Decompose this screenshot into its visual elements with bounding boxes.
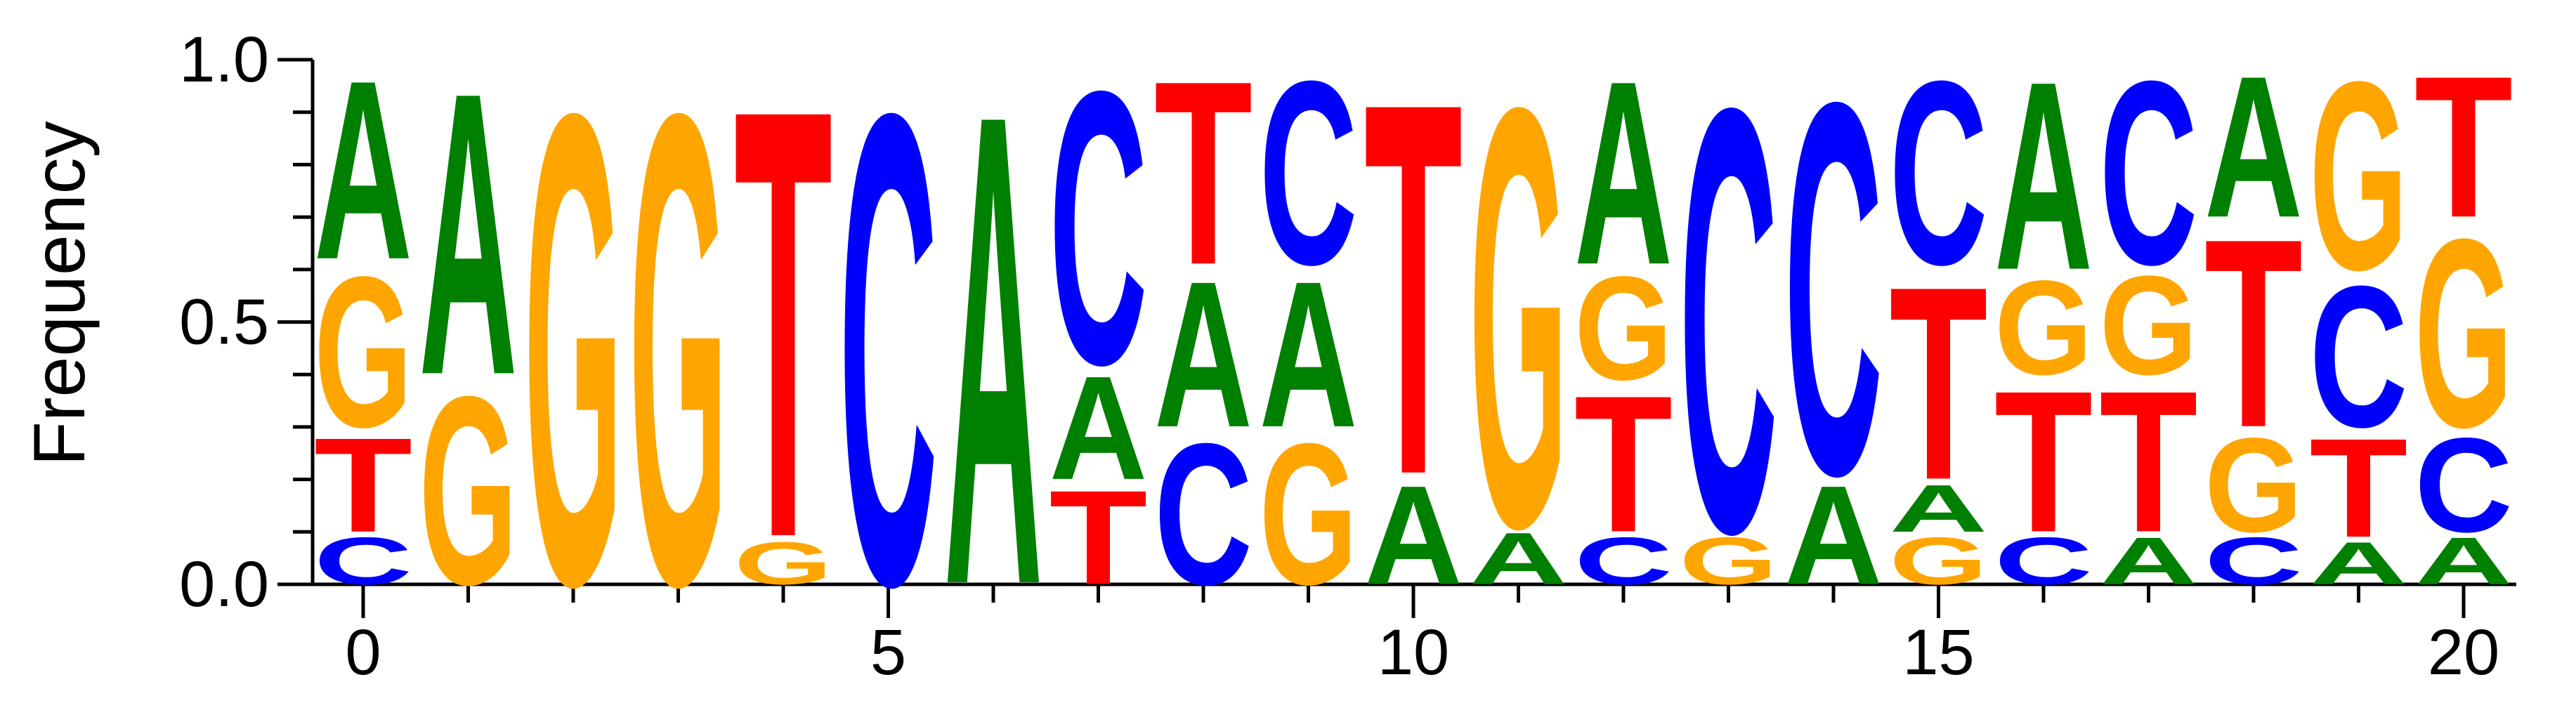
x-axis: 0 5 10 15 20 <box>313 582 2516 688</box>
logo-letter-G-pos-17: G <box>2100 247 2198 404</box>
logo-letter-C-pos-7: C <box>1050 11 1148 447</box>
logo-letter-T-pos-15: T <box>1890 230 1988 537</box>
logo-letter-A-pos-9: A <box>1260 238 1358 471</box>
logo-letter-G-pos-11: G <box>1470 0 1568 652</box>
logo-letter-C-pos-15: C <box>1890 27 1988 320</box>
logo-letter-G-pos-18: G <box>2204 411 2303 560</box>
logo-letter-C-pos-13: C <box>1680 0 1778 659</box>
logo-letter-A-pos-19: A <box>2310 530 2408 597</box>
logo-letter-C-pos-14: C <box>1784 0 1883 585</box>
logo-letter-T-pos-20: T <box>2414 35 2513 261</box>
x-tick-label: 15 <box>1902 617 1974 688</box>
logo-letter-G-pos-0: G <box>314 232 412 472</box>
logo-letter-T-pos-17: T <box>2100 350 2198 575</box>
logo-letter-G-pos-3: G <box>629 0 728 722</box>
logo-letter-T-pos-4: T <box>734 0 832 665</box>
logo-letter-T-pos-16: T <box>1994 350 2093 575</box>
logo-letter-A-pos-14: A <box>1784 456 1883 614</box>
y-tick-label: 1.0 <box>179 24 269 96</box>
logo-letter-G-pos-13: G <box>1680 523 1778 598</box>
logo-letter-C-pos-16: C <box>1994 524 2093 598</box>
x-tick-label: 10 <box>1378 617 1449 688</box>
logo-letter-A-pos-11: A <box>1470 518 1568 600</box>
logo-letter-A-pos-20: A <box>2414 524 2513 598</box>
logo-letter-G-pos-12: G <box>1574 246 1673 411</box>
logo-letter-A-pos-18: A <box>2204 34 2303 259</box>
logo-letter-T-pos-10: T <box>1364 0 1463 586</box>
logo-letter-T-pos-0: T <box>314 410 412 560</box>
logo-letter-A-pos-6: A <box>944 0 1042 722</box>
logo-letter-A-pos-15: A <box>1890 471 1988 546</box>
logo-letter-G-pos-1: G <box>419 341 518 641</box>
y-axis: 0.0 0.5 1.0 <box>179 24 315 620</box>
logo-letter-C-pos-0: C <box>314 524 412 598</box>
logo-letter-A-pos-16: A <box>1994 26 2093 327</box>
y-tick-label: 0.0 <box>179 549 269 620</box>
logo-letter-T-pos-19: T <box>2310 409 2408 567</box>
logo-letter-G-pos-19: G <box>2310 26 2408 326</box>
logo-letter-T-pos-18: T <box>2204 183 2303 483</box>
logo-letter-A-pos-12: A <box>1574 27 1673 320</box>
logo-letter-C-pos-19: C <box>2310 244 2408 469</box>
logo-letter-C-pos-12: C <box>1574 524 1673 598</box>
logo-letter-C-pos-17: C <box>2100 27 2198 320</box>
logo-letter-C-pos-18: C <box>2204 524 2303 598</box>
logo-letter-C-pos-9: C <box>1260 27 1358 320</box>
logo-letter-G-pos-15: G <box>1890 523 1988 598</box>
logo-letter-C-pos-20: C <box>2414 410 2513 560</box>
logo-letter-A-pos-8: A <box>1154 238 1253 471</box>
x-tick-label: 20 <box>2428 617 2499 688</box>
y-tick-label: 0.5 <box>179 287 269 358</box>
logo-letter-G-pos-16: G <box>1994 254 2093 403</box>
logo-letter-G-pos-4: G <box>734 530 832 597</box>
logo-letter-C-pos-8: C <box>1154 401 1253 626</box>
y-axis-label: Frequency <box>19 121 100 466</box>
logo-letter-G-pos-2: G <box>524 0 622 722</box>
logo-letter-G-pos-9: G <box>1260 401 1358 626</box>
logo-letter-C-pos-5: C <box>839 0 938 722</box>
logo-letter-A-pos-1: A <box>419 8 518 459</box>
logo-letter-T-pos-7: T <box>1050 462 1148 612</box>
logo-letter-A-pos-17: A <box>2100 524 2198 598</box>
logo-letter-A-pos-0: A <box>314 27 412 313</box>
logo-letter-G-pos-20: G <box>2414 183 2513 483</box>
logo-letter-T-pos-12: T <box>1574 355 1673 573</box>
logo-letter-A-pos-10: A <box>1364 456 1463 614</box>
logo-letter-A-pos-7: A <box>1050 346 1148 511</box>
logo-letter-T-pos-8: T <box>1154 27 1253 320</box>
x-tick-label: 5 <box>870 617 906 688</box>
x-tick-label: 0 <box>345 617 381 688</box>
